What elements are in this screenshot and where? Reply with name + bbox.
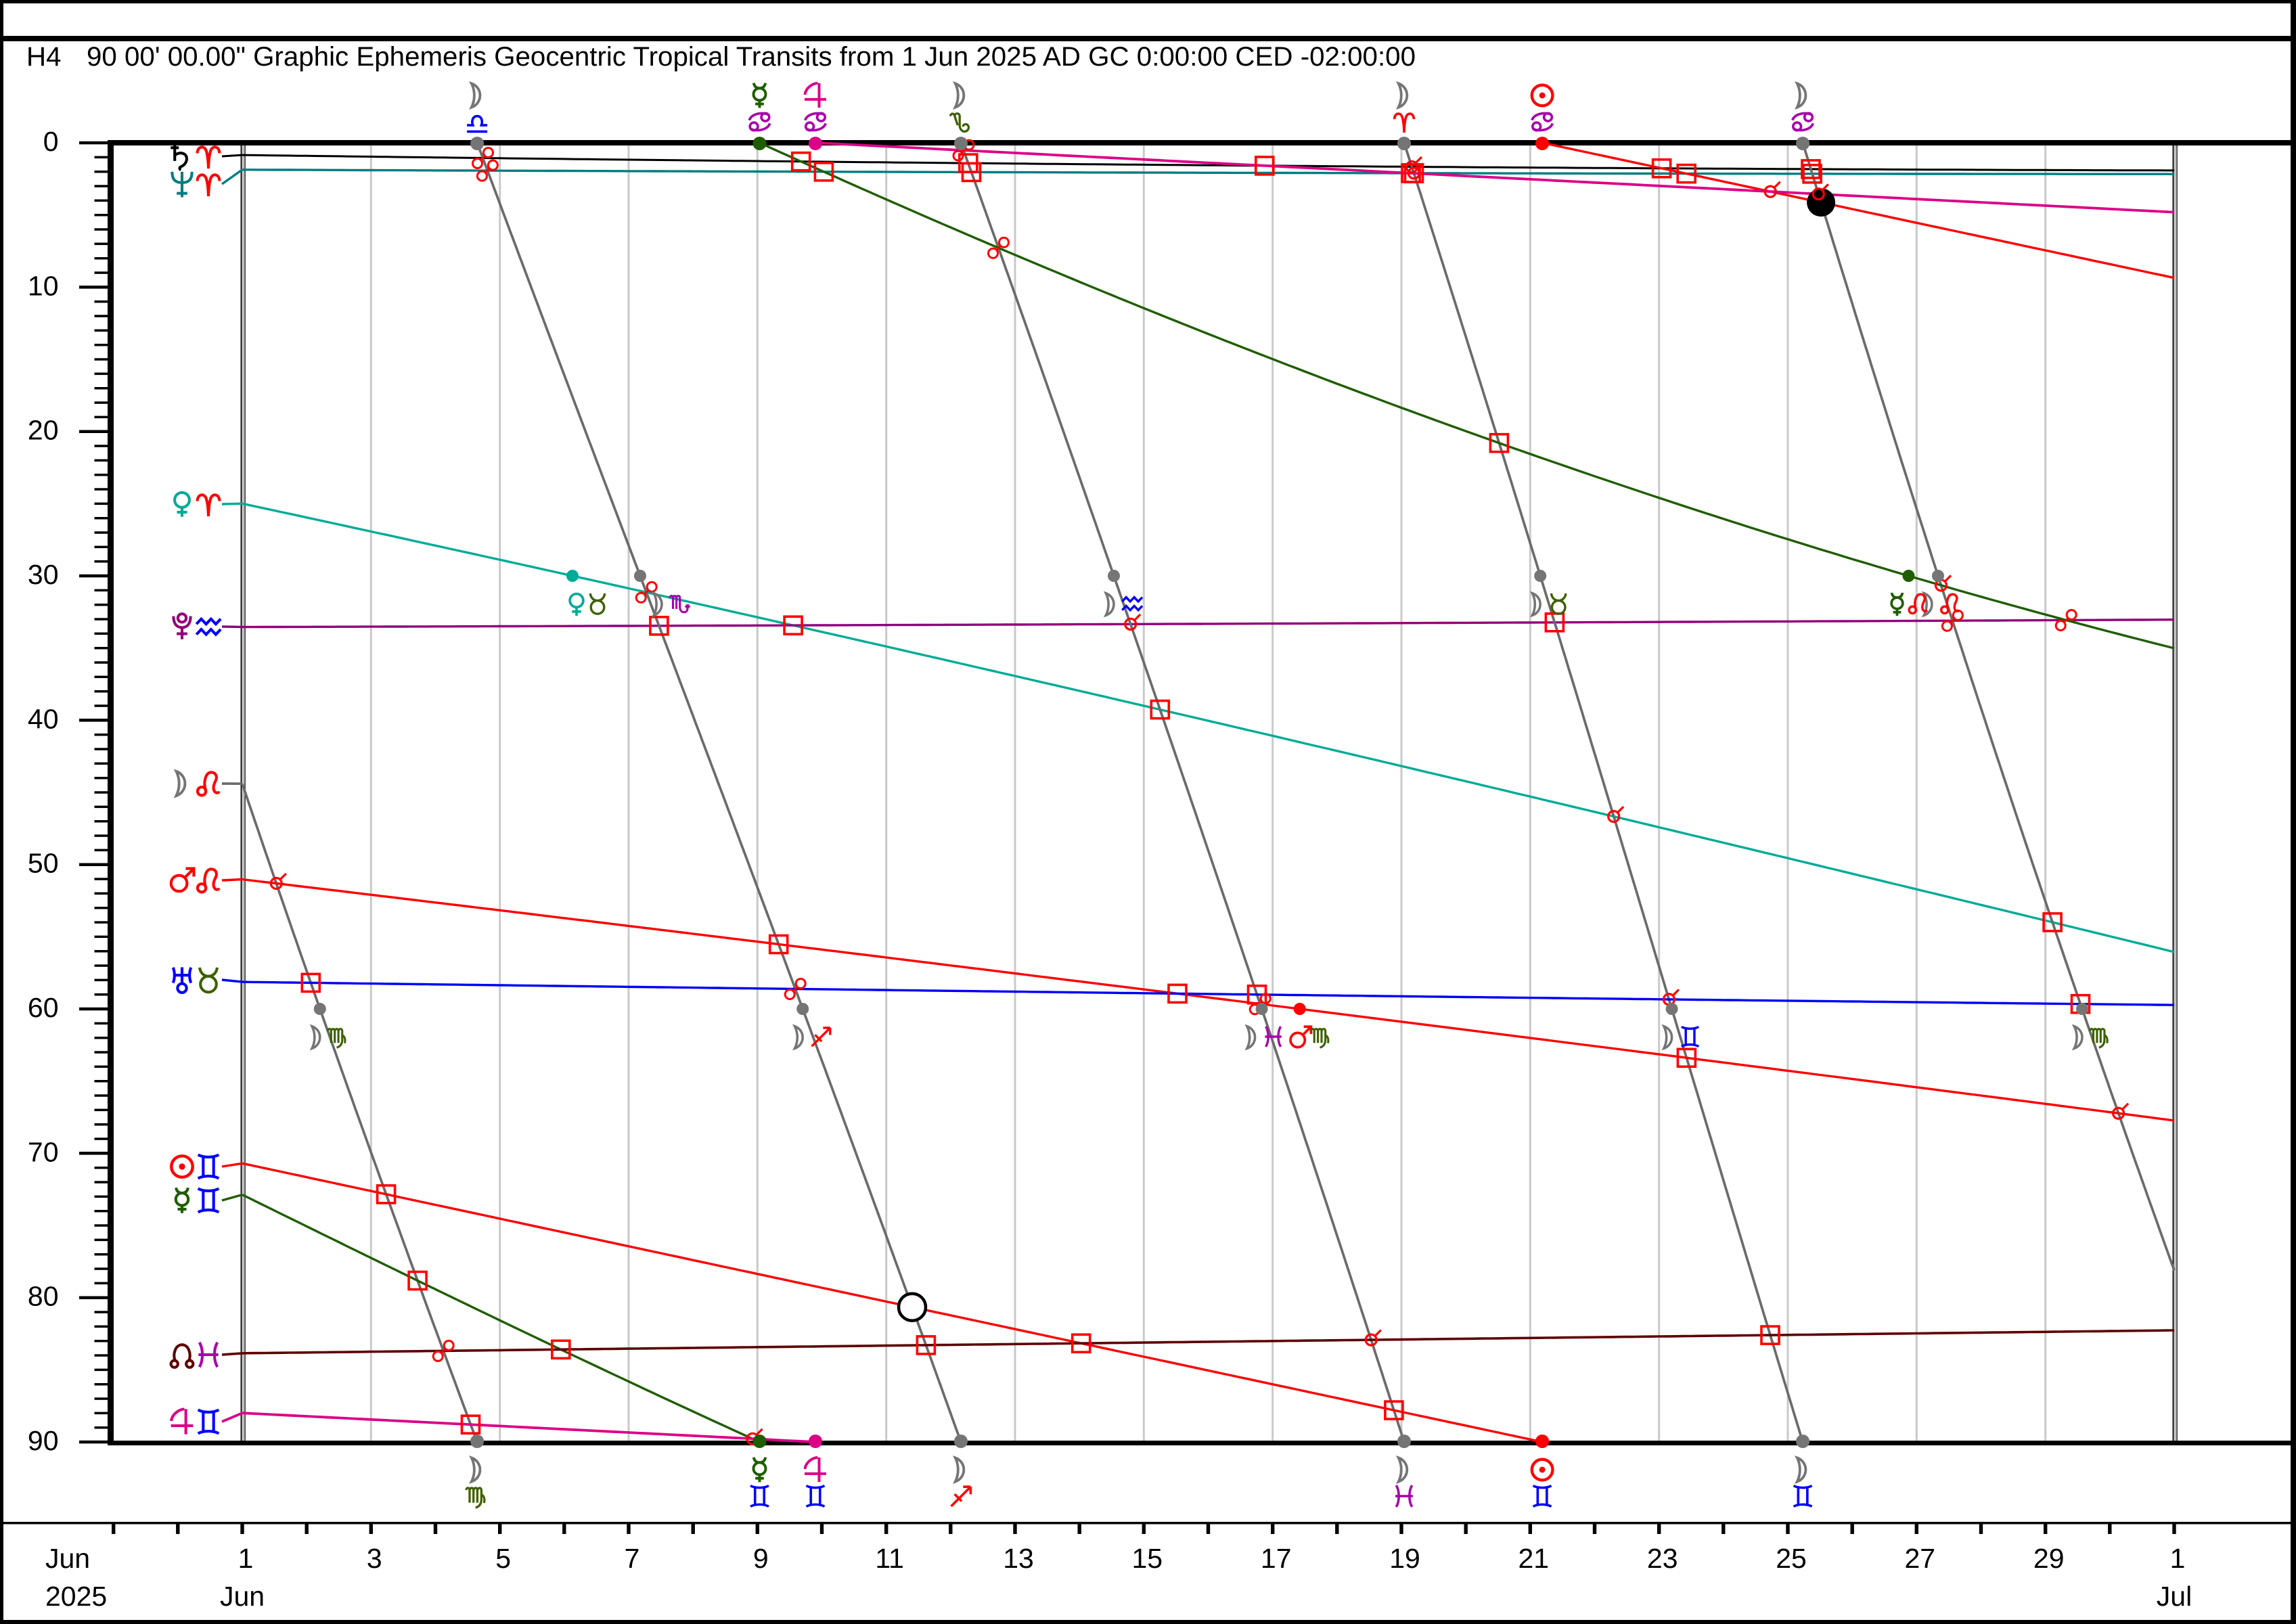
svg-text:10: 10 (28, 270, 59, 301)
svg-text:H4: H4 (26, 41, 62, 72)
svg-text:40: 40 (28, 703, 59, 734)
svg-text:21: 21 (1518, 1543, 1549, 1574)
svg-text:90 00' 00.00" Graphic Ephemeri: 90 00' 00.00" Graphic Ephemeris Geocentr… (87, 41, 1416, 72)
svg-text:5: 5 (495, 1543, 511, 1574)
svg-text:30: 30 (28, 559, 59, 590)
svg-text:23: 23 (1647, 1543, 1678, 1574)
svg-text:9: 9 (753, 1543, 769, 1574)
svg-text:Jun: Jun (220, 1581, 265, 1612)
svg-text:25: 25 (1776, 1543, 1807, 1574)
svg-text:15: 15 (1131, 1543, 1163, 1574)
svg-text:20: 20 (28, 415, 59, 446)
svg-text:80: 80 (28, 1281, 59, 1312)
svg-text:13: 13 (1003, 1543, 1034, 1574)
svg-text:19: 19 (1389, 1543, 1420, 1574)
svg-text:29: 29 (2033, 1543, 2065, 1574)
svg-text:7: 7 (625, 1543, 640, 1574)
svg-text:17: 17 (1261, 1543, 1292, 1574)
svg-text:1: 1 (2170, 1543, 2186, 1574)
svg-text:Jun: Jun (45, 1543, 90, 1574)
svg-text:60: 60 (28, 992, 59, 1023)
svg-text:70: 70 (28, 1136, 59, 1167)
svg-text:0: 0 (43, 126, 59, 157)
svg-text:3: 3 (367, 1543, 382, 1574)
svg-text:27: 27 (1904, 1543, 1935, 1574)
svg-text:Jul: Jul (2157, 1581, 2192, 1612)
svg-text:2025: 2025 (45, 1581, 107, 1612)
svg-text:1: 1 (238, 1543, 254, 1574)
svg-text:90: 90 (28, 1425, 59, 1456)
svg-text:11: 11 (875, 1543, 904, 1574)
svg-text:50: 50 (28, 848, 59, 879)
